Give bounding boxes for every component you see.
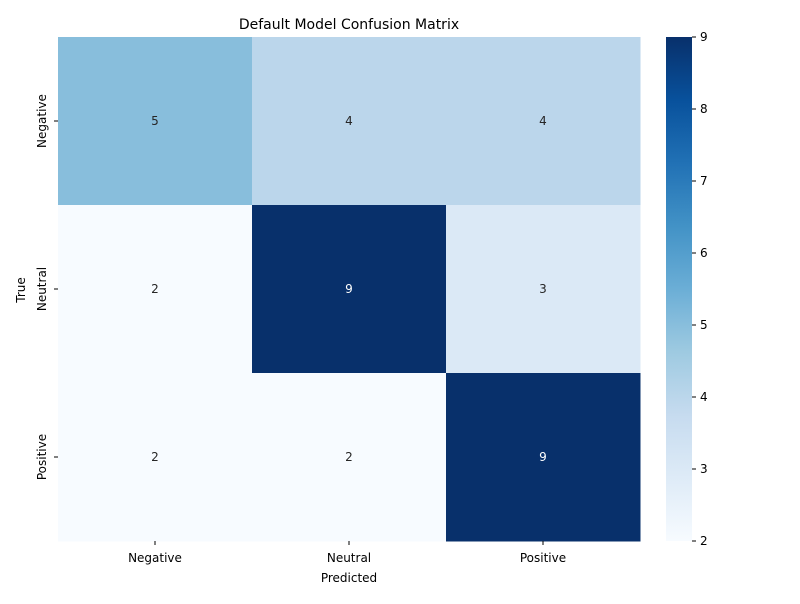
- colorbar-tick-label: 3: [700, 462, 708, 476]
- x-axis-label: Predicted: [321, 571, 377, 585]
- cell-value-label: 3: [539, 282, 547, 296]
- heatmap-cell: [58, 37, 253, 206]
- y-tick-label: Negative: [35, 94, 49, 148]
- colorbar-tick-label: 4: [700, 390, 708, 404]
- heatmap-cell: [446, 373, 641, 542]
- cell-value-label: 2: [151, 450, 159, 464]
- heatmap-cell: [252, 37, 447, 206]
- cell-value-label: 2: [345, 450, 353, 464]
- y-axis: Negative Neutral Positive: [35, 94, 58, 480]
- cell-value-label: 9: [539, 450, 547, 464]
- colorbar-tick-label: 2: [700, 534, 708, 548]
- heatmap-cell: [58, 205, 253, 374]
- colorbar-tick-label: 9: [700, 30, 708, 44]
- x-tick-label: Neutral: [327, 551, 371, 565]
- x-tick-label: Negative: [128, 551, 182, 565]
- y-tick-label: Positive: [35, 434, 49, 480]
- colorbar-tick-label: 6: [700, 246, 708, 260]
- colorbar-gradient: [666, 37, 692, 541]
- heatmap-cell: [446, 37, 641, 206]
- colorbar-tick-label: 7: [700, 174, 708, 188]
- x-tick-label: Positive: [520, 551, 566, 565]
- heatmap-cell: [58, 373, 253, 542]
- x-axis: Negative Neutral Positive: [128, 541, 566, 565]
- y-tick-label: Neutral: [35, 267, 49, 311]
- heatmap-cells: 5 4 4 2 9 3 2 2 9: [58, 37, 641, 542]
- cell-value-label: 4: [539, 114, 547, 128]
- chart-title: Default Model Confusion Matrix: [239, 17, 459, 33]
- y-axis-label: True: [14, 277, 28, 304]
- cell-value-label: 2: [151, 282, 159, 296]
- cell-value-label: 5: [151, 114, 159, 128]
- heatmap-cell: [446, 205, 641, 374]
- colorbar-tick-label: 8: [700, 102, 708, 116]
- heatmap-cell: [252, 205, 447, 374]
- colorbar: 2 3 4 5 6 7 8 9: [666, 30, 708, 548]
- heatmap-cell: [252, 373, 447, 542]
- cell-value-label: 4: [345, 114, 353, 128]
- colorbar-tick-label: 5: [700, 318, 708, 332]
- cell-value-label: 9: [345, 282, 353, 296]
